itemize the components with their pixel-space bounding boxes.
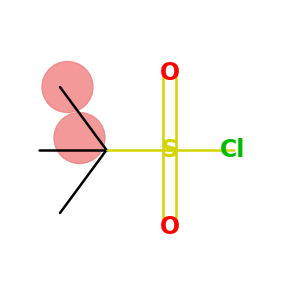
Text: Cl: Cl	[220, 138, 245, 162]
Circle shape	[42, 61, 93, 112]
Circle shape	[54, 112, 105, 164]
Text: S: S	[160, 138, 178, 162]
Text: O: O	[159, 214, 180, 239]
Text: O: O	[159, 61, 180, 85]
